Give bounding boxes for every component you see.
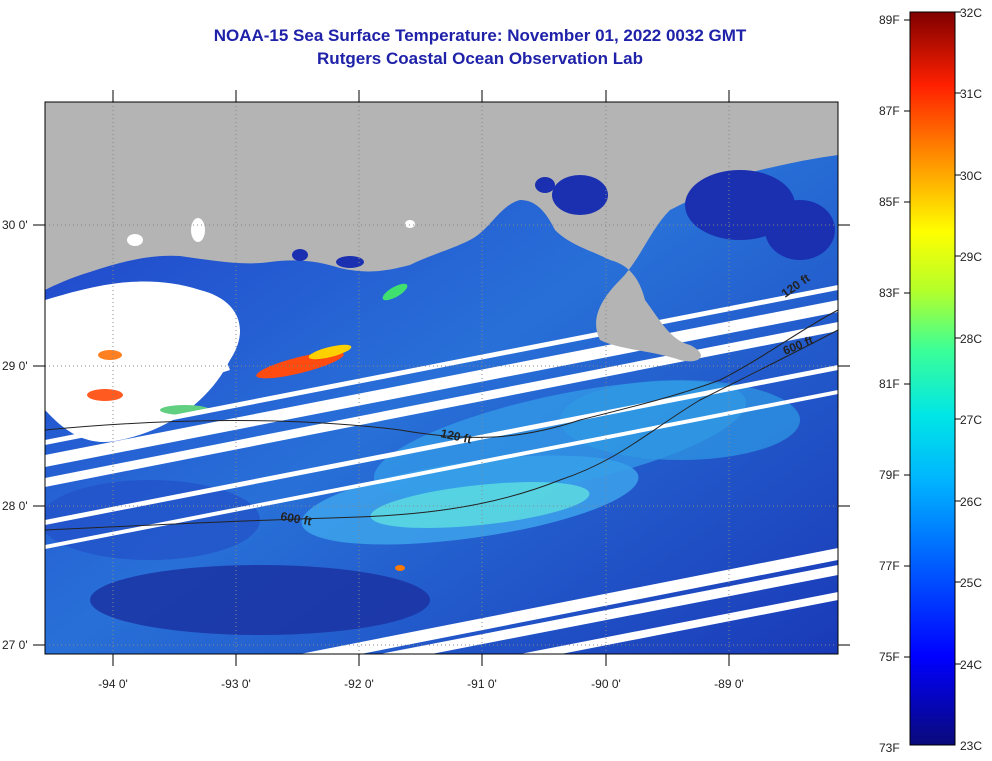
warm-water-patch (560, 380, 800, 460)
lat-label: 30 0' (2, 218, 28, 232)
warm-water-patch (370, 482, 590, 528)
colorbar-f-label: 87F (879, 104, 900, 118)
lat-label: 27 0' (2, 638, 28, 652)
cloud-patch (405, 220, 415, 228)
contour-600ft (45, 329, 838, 531)
lon-label: -92 0' (344, 677, 374, 691)
cool-water-patch (45, 480, 260, 560)
contour-label: 600 ft (279, 509, 312, 528)
warm-streak (87, 389, 123, 401)
colorbar-f-label: 75F (879, 650, 900, 664)
graticule (45, 102, 838, 654)
lake (535, 177, 555, 193)
colorbar-c-label: 29C (960, 250, 982, 264)
colorbar-f-label: 85F (879, 195, 900, 209)
axis-ticks (33, 90, 850, 666)
lake (552, 175, 608, 215)
warm-streak (308, 344, 352, 360)
land-mass (45, 102, 838, 362)
lon-label: -91 0' (467, 677, 497, 691)
lake (765, 200, 835, 260)
lat-label: 28 0' (2, 499, 28, 513)
lon-label: -94 0' (98, 677, 128, 691)
colorbar-f-label: 79F (879, 468, 900, 482)
colorbar-c-label: 24C (960, 658, 982, 672)
warm-streak (98, 350, 122, 360)
colorbar-c-label: 27C (960, 413, 982, 427)
colorbar-c-label: 28C (960, 332, 982, 346)
colorbar-f-label: 89F (879, 13, 900, 27)
colorbar-f-label: 73F (879, 741, 900, 755)
lon-label: -93 0' (221, 677, 251, 691)
colorbar-c-label: 32C (960, 6, 982, 20)
map-area (45, 102, 838, 654)
warm-streak (382, 283, 408, 301)
map-frame (44, 101, 839, 655)
cool-water-patch (90, 565, 430, 635)
map-title: NOAA-15 Sea Surface Temperature: Novembe… (213, 26, 747, 45)
contour-label: 120 ft (439, 426, 473, 446)
cloud-mask (110, 336, 230, 385)
lake (292, 249, 308, 261)
colorbar-c-label: 30C (960, 169, 982, 183)
colorbar-ticks (904, 11, 961, 665)
cloud-patch (191, 218, 205, 242)
contour-120ft (45, 309, 838, 438)
colorbar-c-label: 26C (960, 495, 982, 509)
lon-label: -90 0' (591, 677, 621, 691)
colorbar-f-label: 77F (879, 559, 900, 573)
colorbar-f-label: 83F (879, 286, 900, 300)
lake (336, 256, 364, 268)
warm-streak (395, 565, 405, 571)
colorbar-f-label: 81F (879, 377, 900, 391)
colorbar-c-label: 23C (960, 739, 982, 753)
cloud-patch (127, 234, 143, 246)
colorbar (909, 11, 956, 746)
colorbar-c-label: 25C (960, 576, 982, 590)
map-subtitle: Rutgers Coastal Ocean Observation Lab (317, 49, 643, 68)
lon-label: -89 0' (714, 677, 744, 691)
lat-label: 29 0' (2, 359, 28, 373)
colorbar-c-label: 31C (960, 87, 982, 101)
